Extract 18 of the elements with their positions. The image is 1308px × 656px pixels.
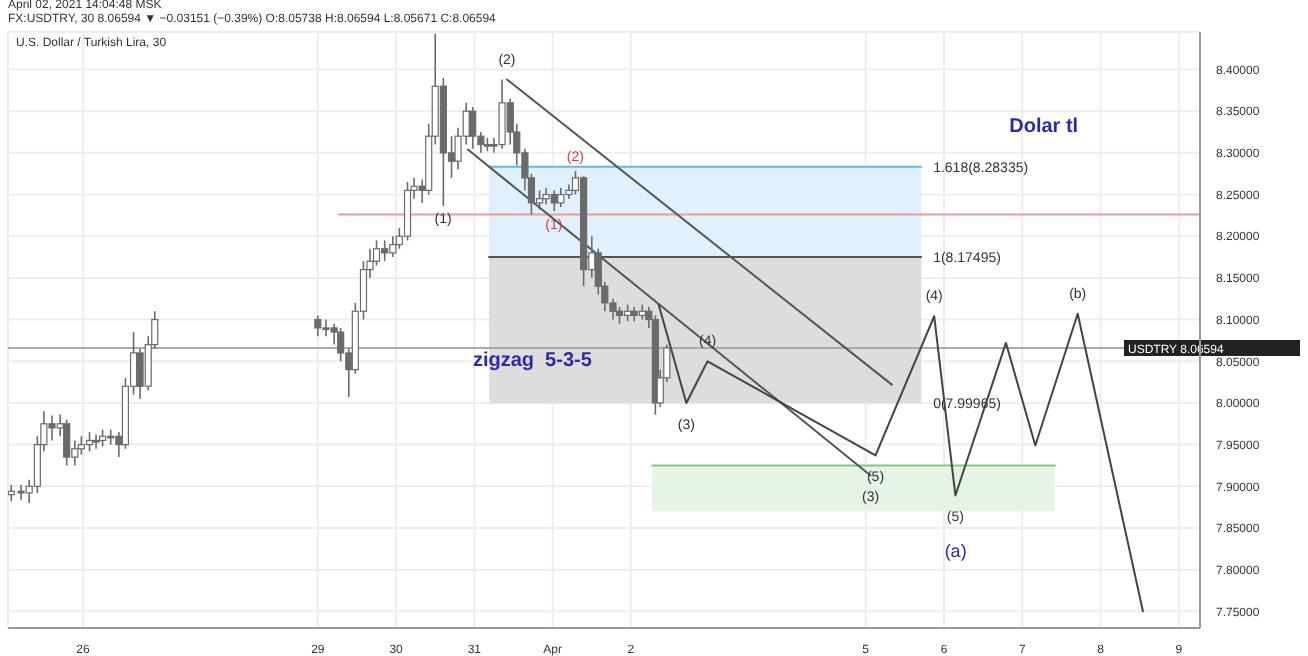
candlestick bbox=[92, 433, 100, 450]
candlestick bbox=[469, 106, 477, 150]
annotation: zigzag 5-3-5 bbox=[472, 350, 592, 373]
candlestick bbox=[322, 318, 330, 338]
annotation: (a) bbox=[944, 540, 967, 561]
candlestick bbox=[107, 428, 115, 446]
candlestick bbox=[136, 347, 144, 400]
candlestick bbox=[557, 187, 565, 208]
candlestick bbox=[550, 189, 558, 213]
candlestick bbox=[389, 235, 397, 258]
candlestick bbox=[498, 78, 506, 150]
candlestick bbox=[403, 181, 412, 242]
candlestick bbox=[48, 414, 56, 442]
candlestick bbox=[63, 418, 71, 467]
annotation: Dolar tl bbox=[1009, 115, 1079, 138]
candlestick bbox=[314, 314, 322, 338]
candlestick bbox=[337, 327, 345, 363]
candlestick bbox=[381, 239, 389, 263]
